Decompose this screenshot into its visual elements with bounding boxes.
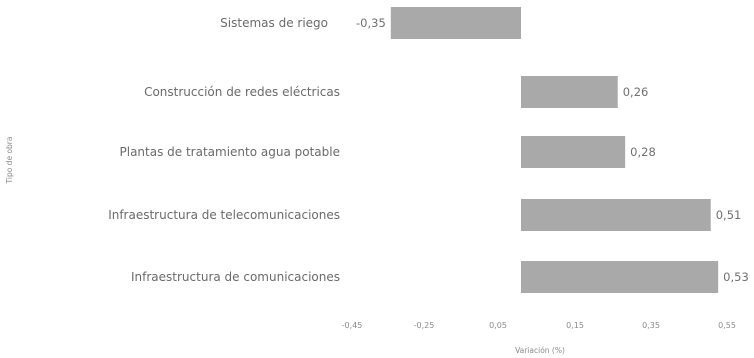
data-label: 0,26 xyxy=(623,85,649,99)
bar xyxy=(521,76,618,108)
category-label: Infraestructura de comunicaciones xyxy=(131,270,340,284)
data-label: 0,51 xyxy=(716,208,742,222)
bar xyxy=(521,136,626,168)
x-tick-label: 0,35 xyxy=(642,321,660,330)
x-axis-title: Variación (%) xyxy=(515,346,565,355)
x-axis-ticks: -0,45 -0,25 0,05 0,15 0,35 0,55 xyxy=(342,321,736,330)
x-tick-label: 0,05 xyxy=(489,321,507,330)
data-label: -0,35 xyxy=(356,16,386,30)
x-tick-label: -0,45 xyxy=(342,321,363,330)
category-label: Construcción de redes eléctricas xyxy=(144,85,340,99)
data-label: 0,28 xyxy=(630,145,656,159)
bars-group xyxy=(390,7,719,293)
category-label: Plantas de tratamiento agua potable xyxy=(120,145,341,159)
category-label: Infraestructura de telecomunicaciones xyxy=(108,208,340,222)
x-tick-label: 0,55 xyxy=(718,321,736,330)
category-label: Sistemas de riego xyxy=(220,16,328,30)
x-tick-label: -0,25 xyxy=(414,321,435,330)
bar xyxy=(390,7,521,39)
x-tick-label: 0,15 xyxy=(566,321,584,330)
data-label: 0,53 xyxy=(723,270,749,284)
bar xyxy=(521,199,711,231)
y-axis-title: Tipo de obra xyxy=(5,137,14,185)
category-labels: Sistemas de riego Construcción de redes e… xyxy=(108,16,340,284)
bar xyxy=(521,261,719,293)
value-labels: -0,35 0,26 0,28 0,51 0,53 xyxy=(356,16,749,284)
